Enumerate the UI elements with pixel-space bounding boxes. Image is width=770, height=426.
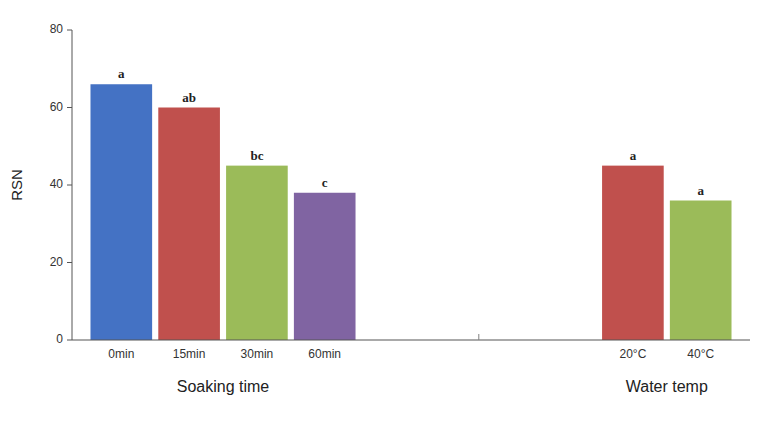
bar xyxy=(226,166,288,340)
bar xyxy=(294,193,356,340)
significance-label: a xyxy=(118,66,125,81)
y-tick-label: 0 xyxy=(56,332,63,346)
bar xyxy=(602,166,664,340)
bars xyxy=(90,84,731,340)
bar xyxy=(670,201,732,341)
y-tick-label: 60 xyxy=(50,100,64,114)
y-axis-label: RSN xyxy=(8,169,25,201)
y-tick xyxy=(67,340,72,341)
y-tick-label: 80 xyxy=(50,22,64,36)
y-tick-label: 40 xyxy=(50,177,64,191)
x-tick-label: 15min xyxy=(173,347,206,361)
significance-label: a xyxy=(697,183,704,198)
y-axis: 0 20 40 60 80 xyxy=(50,22,72,346)
chart: 0 20 40 60 80 RSN a 0min ab 15min bc 30min c 60min Soa… xyxy=(0,0,770,426)
group-label: Water temp xyxy=(626,378,708,395)
x-tick-label: 20°C xyxy=(619,347,646,361)
significance-label: c xyxy=(322,175,328,190)
x-tick-label: 40°C xyxy=(687,347,714,361)
x-tick-label: 0min xyxy=(108,347,134,361)
x-tick-label: 60min xyxy=(308,347,341,361)
y-tick xyxy=(67,30,72,31)
x-tick-label: 30min xyxy=(241,347,274,361)
significance-label: ab xyxy=(182,90,196,105)
significance-label: bc xyxy=(250,148,263,163)
bar xyxy=(158,108,220,341)
y-tick xyxy=(67,107,72,108)
significance-label: a xyxy=(630,148,637,163)
group-divider xyxy=(478,334,479,340)
y-tick-label: 20 xyxy=(50,255,64,269)
y-axis-line xyxy=(72,30,73,340)
labels: a 0min ab 15min bc 30min c 60min Soaking time a 20… xyxy=(108,66,714,395)
bar xyxy=(90,84,152,340)
x-axis-line xyxy=(72,340,750,341)
group-label: Soaking time xyxy=(177,378,270,395)
y-tick xyxy=(67,262,72,263)
y-tick xyxy=(67,185,72,186)
